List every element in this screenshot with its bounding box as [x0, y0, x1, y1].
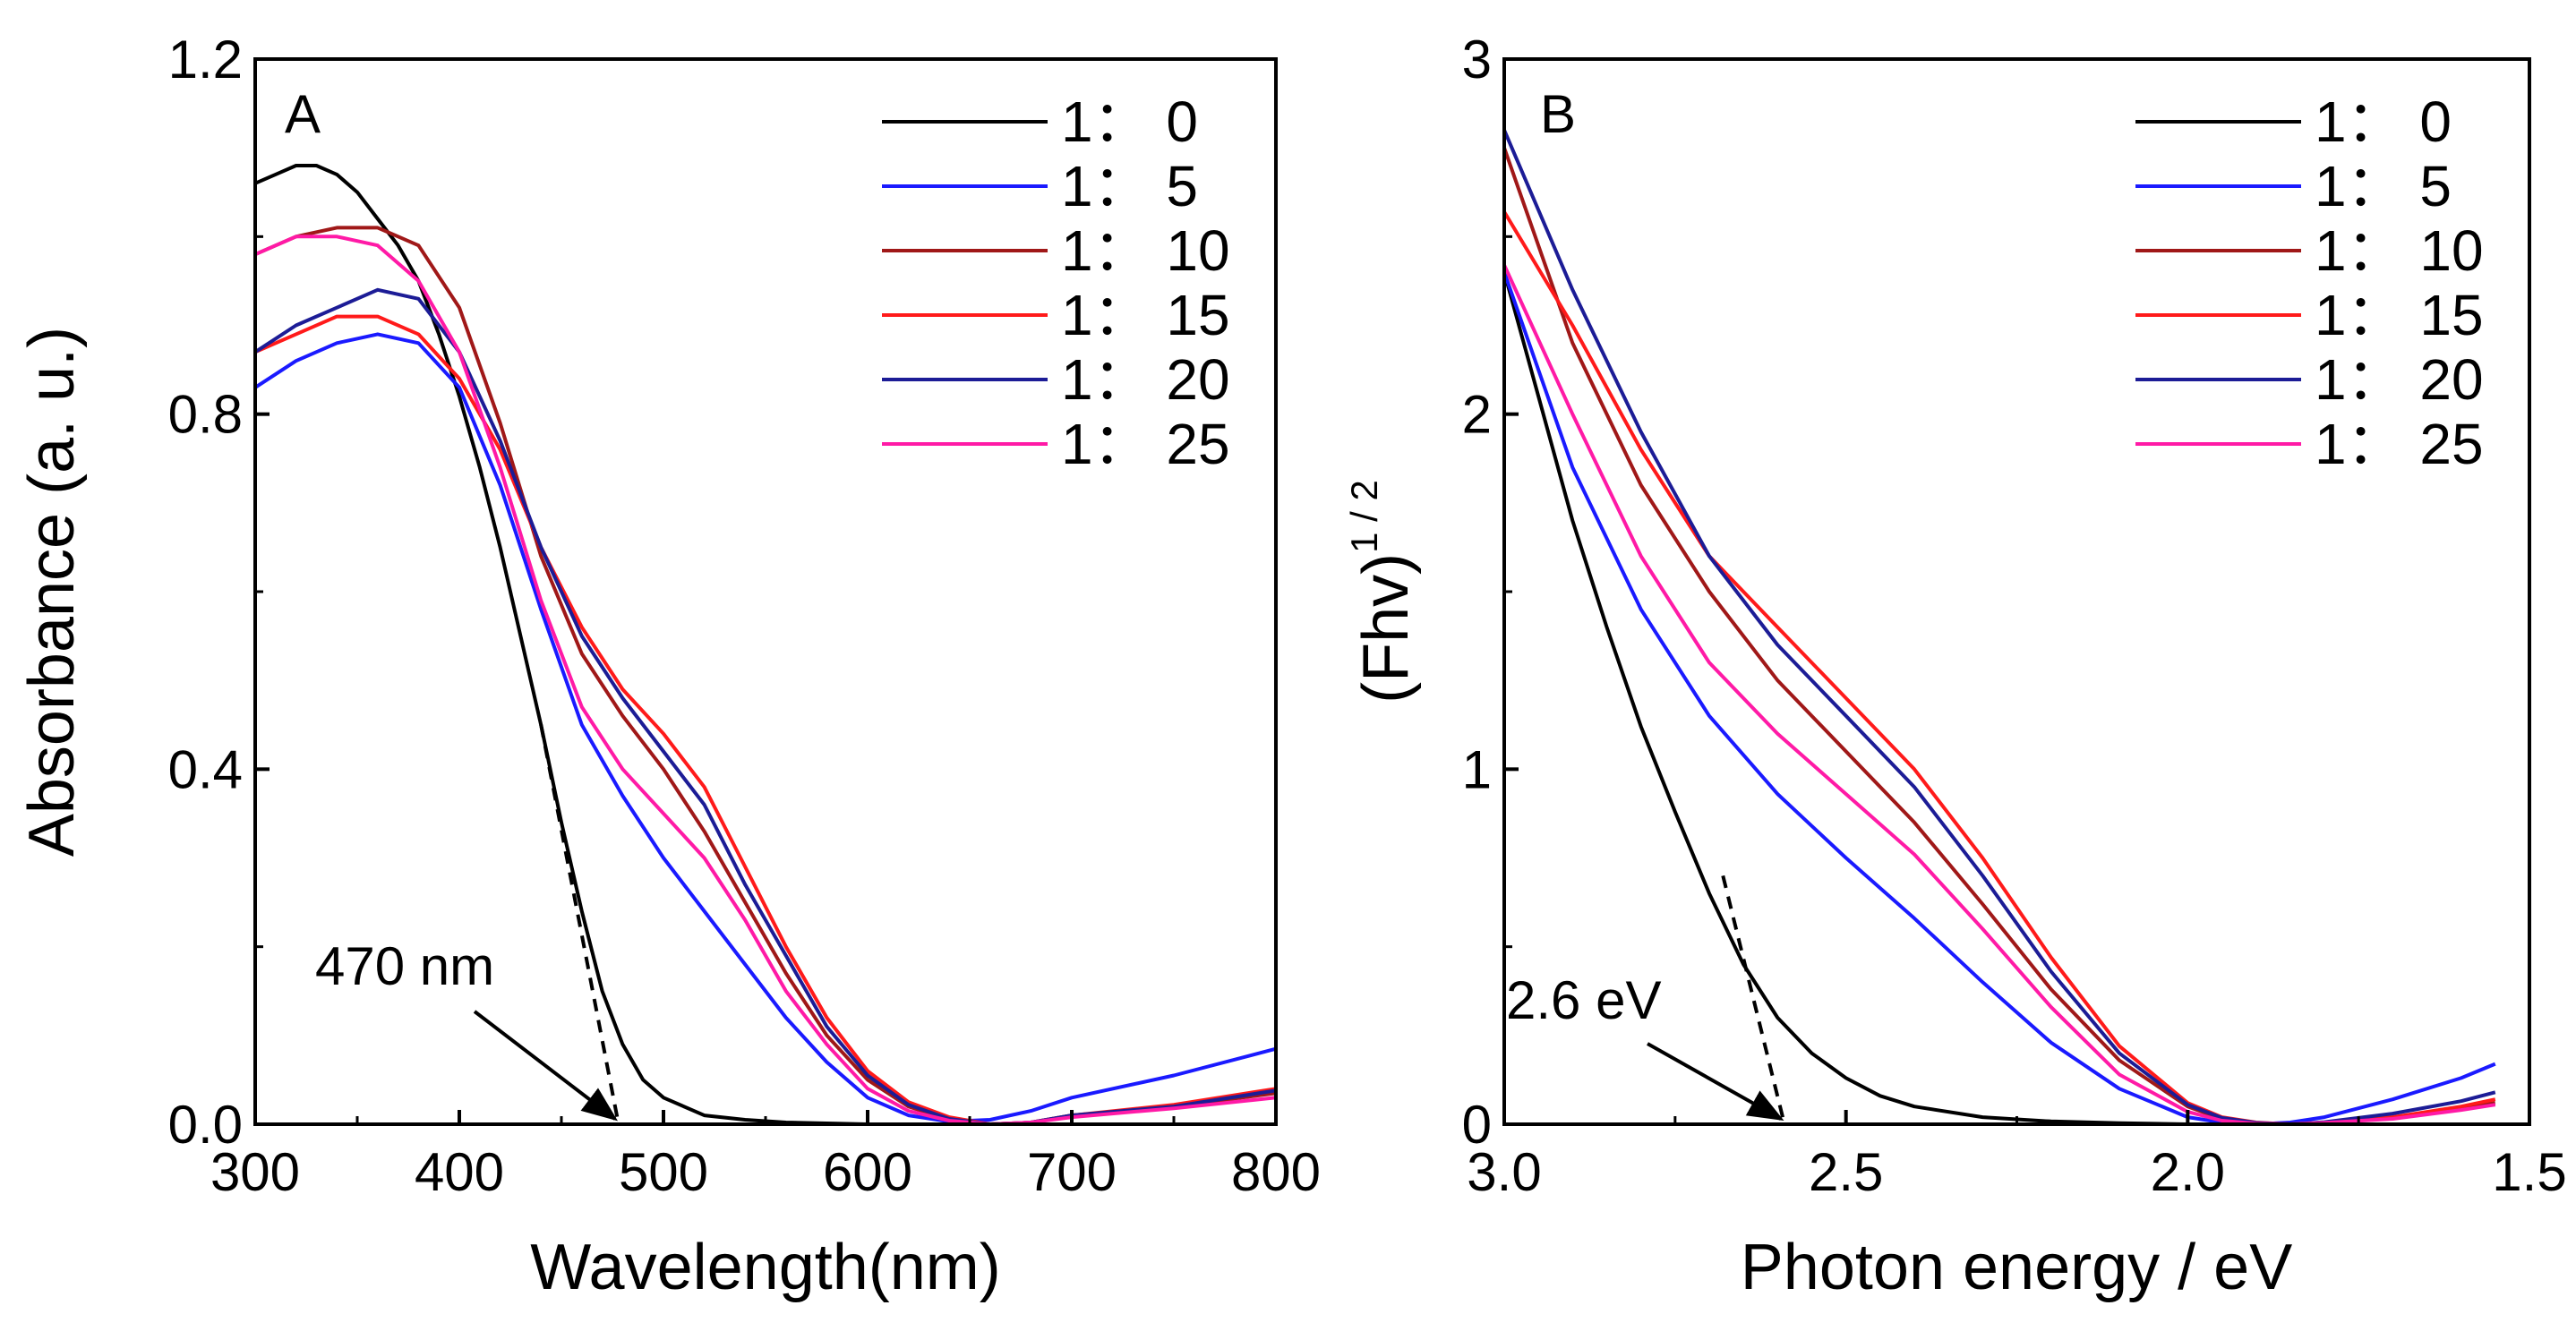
panel-b-legend-label-5: 1： 25: [2315, 412, 2484, 476]
panel-a-y-tick-label: 0.0: [168, 1095, 243, 1155]
panel-b-label: B: [1540, 84, 1576, 144]
panel-b-annotation-arrow: [1647, 1042, 1784, 1121]
panel-b-series-line-5: [1502, 264, 2496, 1126]
panel-a-label: A: [285, 84, 321, 144]
panel-b-legend: 1： 01： 51： 101： 151： 201： 25: [2135, 90, 2484, 476]
panel-a-x-tick-label: 700: [1027, 1142, 1117, 1202]
panel-a-y-tick-label: 1.2: [168, 30, 243, 90]
panel-a-ticks: 300 400 500 600 700 800 0.0 0.4 0.8 1.2: [168, 30, 1321, 1202]
panel-a-series-line-1: [253, 332, 1277, 1123]
panel-a-legend-label-1: 1： 5: [1061, 154, 1198, 218]
panel-b-x-tick-label: 1.5: [2492, 1142, 2566, 1202]
panel-b-x-tick-label: 2.5: [1809, 1142, 1883, 1202]
panel-a-x-tick-label: 300: [210, 1142, 300, 1202]
panel-b-series-line-1: [1502, 271, 2496, 1126]
panel-b-legend-label-3: 1： 15: [2315, 283, 2484, 347]
panel-b-legend-label-4: 1： 20: [2315, 347, 2484, 412]
panel-b-y-tick-label: 1: [1462, 739, 1492, 799]
panel-b-y-tick-label: 2: [1462, 385, 1492, 445]
panel-b-tangent-line: [1721, 875, 1786, 1125]
panel-a-annotation-text: 470 nm: [315, 936, 494, 996]
panel-a-tangent-line: [539, 724, 620, 1125]
panel-b-legend-label-0: 1： 0: [2315, 90, 2452, 154]
panel-a-y-axis-title: Absorbance (a. u.): [16, 327, 88, 857]
panel-b-y-axis-title-superscript: 1 / 2: [1343, 480, 1385, 553]
panel-b-y-axis-title-group: (Fhv)1 / 2: [1343, 480, 1422, 704]
panel-b-annotation-text: 2.6 eV: [1506, 970, 1661, 1030]
panel-b-x-tick-label: 2.0: [2151, 1142, 2225, 1202]
panel-a-legend-label-3: 1： 15: [1061, 283, 1230, 347]
panel-a-legend-label-0: 1： 0: [1061, 90, 1198, 154]
panel-a-legend-label-2: 1： 10: [1061, 218, 1230, 283]
panel-b-x-tick-label: 3.0: [1467, 1142, 1541, 1202]
panel-a-annotation-arrow: [473, 1010, 619, 1122]
panel-b-series-group: [1502, 129, 2496, 1126]
panel-a-x-axis-title: Wavelength(nm): [530, 1232, 1001, 1303]
panel-a-x-tick-label: 400: [415, 1142, 504, 1202]
panel-b-legend-label-1: 1： 5: [2315, 154, 2452, 218]
panel-b-x-axis-title: Photon energy / eV: [1741, 1232, 2292, 1303]
panel-b-y-tick-label: 0: [1462, 1095, 1492, 1155]
panel-b-ticks: 3.0 2.5 2.0 1.5 0 1 2 3: [1462, 30, 2567, 1202]
panel-b-legend-label-2: 1： 10: [2315, 218, 2484, 283]
panel-a-y-tick-label: 0.4: [168, 739, 243, 799]
panel-a-x-tick-label: 600: [823, 1142, 912, 1202]
panel-a-x-tick-label: 800: [1231, 1142, 1321, 1202]
panel-a-legend: 1： 01： 51： 101： 151： 201： 25: [882, 90, 1230, 476]
panel-b-y-axis-title: (Fhv)1 / 2: [1343, 480, 1422, 704]
panel-a-legend-label-4: 1： 20: [1061, 347, 1230, 412]
panel-a-x-tick-label: 500: [619, 1142, 708, 1202]
panel-a-legend-label-5: 1： 25: [1061, 412, 1230, 476]
panel-b-y-tick-label: 3: [1462, 30, 1492, 90]
panel-b-y-axis-title-main: (Fhv): [1350, 553, 1422, 704]
panel-a-y-tick-label: 0.8: [168, 385, 243, 445]
